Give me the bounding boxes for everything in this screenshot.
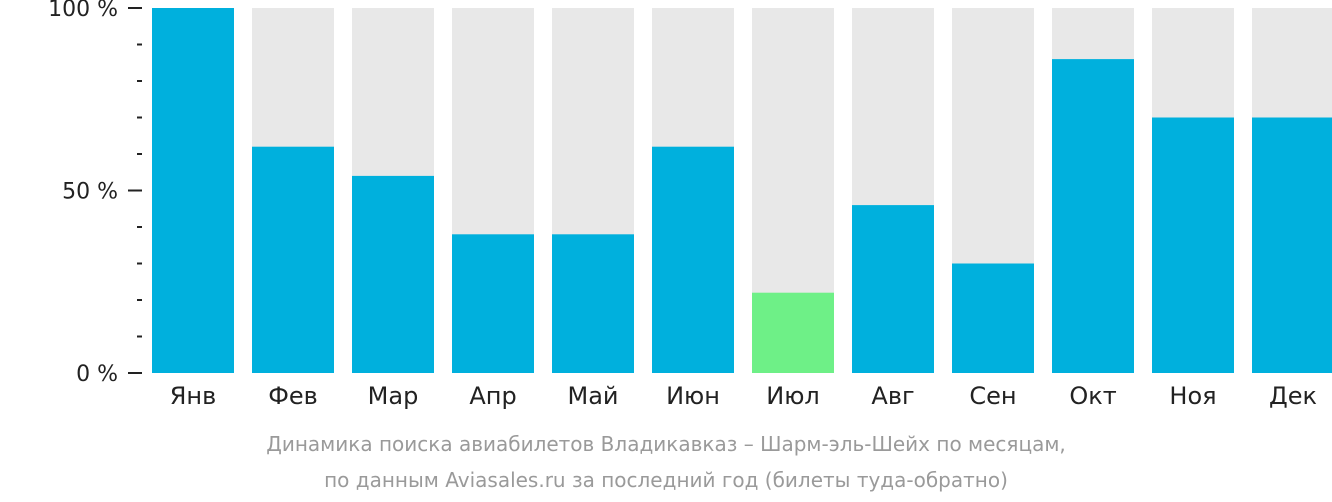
x-tick-label: Июн [666,382,720,410]
bar [552,234,634,373]
x-tick-label: Дек [1269,382,1317,410]
bar [1052,59,1134,373]
y-tick-label: 0 % [76,362,118,387]
bar [752,292,834,373]
x-tick-label: Авг [871,382,914,410]
y-tick-label: 50 % [62,180,118,205]
x-tick-label: Мар [368,382,419,410]
bar [952,263,1034,373]
bar [1152,117,1234,373]
x-tick-label: Янв [170,382,217,410]
bar [352,175,434,373]
bar [852,205,934,373]
bar [652,146,734,373]
x-tick-label: Окт [1069,382,1116,410]
bar [252,146,334,373]
x-tick-label: Июл [766,382,820,410]
bar [452,234,534,373]
bar [1252,117,1332,373]
x-tick-label: Сен [969,382,1016,410]
y-tick-label: 100 % [48,0,118,22]
chart-caption-line-1: Динамика поиска авиабилетов Владикавказ … [266,432,1066,456]
bar [152,8,234,373]
x-tick-label: Ноя [1169,382,1216,410]
bar-chart: 100 % 50 % 0 % Янв Фев Мар Апр Май Июн Июл Авг Сен О… [48,0,1332,410]
chart-caption-line-2: по данным Aviasales.ru за последний год … [324,468,1008,492]
x-tick-label: Фев [268,382,318,410]
x-tick-label: Май [567,382,618,410]
x-tick-label: Апр [469,382,516,410]
